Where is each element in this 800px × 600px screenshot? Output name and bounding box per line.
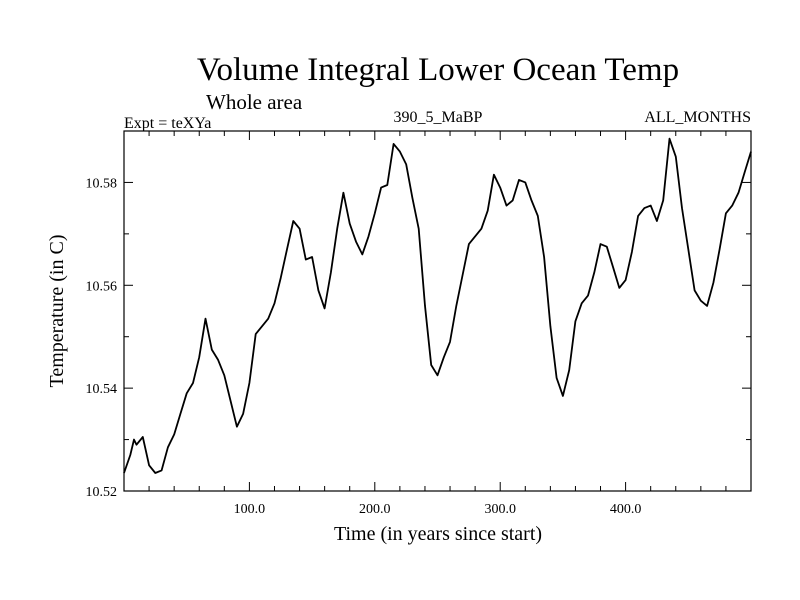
- y-tick-label: 10.52: [86, 485, 118, 500]
- chart-title: Volume Integral Lower Ocean Temp: [197, 52, 679, 88]
- y-tick-label: 10.54: [86, 382, 118, 397]
- y-tick-label: 10.58: [86, 176, 118, 191]
- x-tick-label: 300.0: [484, 502, 516, 517]
- axis-ticks: [124, 131, 751, 491]
- experiment-id-label: 390_5_MaBP: [394, 109, 483, 126]
- chart-subtitle: Whole area: [206, 90, 303, 114]
- plot-frame: [123, 130, 752, 492]
- x-tick-label: 200.0: [359, 502, 391, 517]
- y-axis-title: Temperature (in C): [46, 235, 68, 388]
- experiment-label: Expt = teXYa: [124, 115, 211, 132]
- x-tick-label: 400.0: [610, 502, 642, 517]
- months-label: ALL_MONTHS: [644, 109, 751, 126]
- y-tick-label: 10.56: [86, 279, 118, 294]
- x-tick-label: 100.0: [234, 502, 266, 517]
- series-line: [123, 137, 752, 474]
- x-axis-title: Time (in years since start): [334, 523, 542, 545]
- axis-tick-labels: 100.0 200.0 300.0 400.0 10.52 10.54 10.56 10.58: [86, 176, 642, 517]
